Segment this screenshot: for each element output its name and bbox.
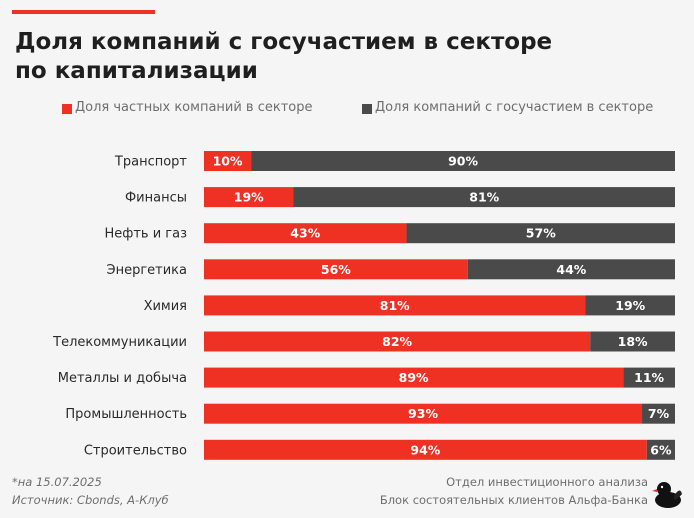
bar-private-row-8 xyxy=(204,439,647,460)
value-label-state-row-4: 19% xyxy=(615,298,645,313)
value-label-state-row-7: 7% xyxy=(648,406,670,421)
value-label-private-row-1: 19% xyxy=(234,190,264,205)
value-label-private-row-2: 43% xyxy=(290,226,320,241)
legend-label-state: Доля компаний с госучастием в секторе xyxy=(375,100,654,115)
legend-label-private: Доля частных компаний в секторе xyxy=(75,100,313,115)
bar-state-row-1 xyxy=(293,187,675,208)
footer-source-line: Источник: Cbonds, А-Клуб xyxy=(12,493,169,507)
category-label-row-0: Транспорт xyxy=(114,155,188,170)
value-label-private-row-3: 56% xyxy=(321,262,351,277)
bar-private-row-1 xyxy=(204,187,294,208)
category-label-row-3: Энергетика xyxy=(107,263,188,278)
footer-block: Блок состоятельных клиентов Альфа-Банка xyxy=(379,493,648,507)
bar-private-row-2 xyxy=(204,223,407,244)
bar-state-row-6 xyxy=(623,367,675,388)
legend-swatch-state xyxy=(362,104,372,114)
duck-logo-icon xyxy=(652,482,682,508)
category-label-row-6: Металлы и добыча xyxy=(58,371,187,386)
footer-dept: Отдел инвестиционного анализа xyxy=(446,475,648,489)
footer-source: *на 15.07.2025 Источник: Cbonds, А-Клуб xyxy=(12,473,169,509)
value-label-state-row-8: 6% xyxy=(650,442,672,457)
category-label-row-4: Химия xyxy=(144,299,187,314)
value-label-private-row-0: 10% xyxy=(213,154,243,169)
bar-private-row-7 xyxy=(204,403,643,424)
chart-title-line-1: Доля компаний с госучастием в секторе xyxy=(15,29,553,55)
category-label-row-1: Финансы xyxy=(125,191,187,206)
category-label-row-7: Промышленность xyxy=(65,407,187,422)
bar-private-row-6 xyxy=(204,367,624,388)
category-label-row-2: Нефть и газ xyxy=(104,227,187,242)
value-label-state-row-5: 18% xyxy=(618,334,648,349)
footer-date-note: *на 15.07.2025 xyxy=(12,475,102,489)
category-label-row-8: Строительство xyxy=(84,443,187,458)
value-label-state-row-0: 90% xyxy=(448,154,478,169)
value-label-state-row-1: 81% xyxy=(469,190,499,205)
value-label-state-row-2: 57% xyxy=(526,226,556,241)
chart-title: Доля компаний с госучастием в секторе по… xyxy=(15,28,675,86)
bar-state-row-5 xyxy=(590,331,675,352)
value-label-private-row-6: 89% xyxy=(399,370,429,385)
value-label-state-row-3: 44% xyxy=(556,262,586,277)
bar-state-row-7 xyxy=(642,403,675,424)
category-label-row-5: Телекоммуникации xyxy=(52,335,187,350)
bar-state-row-3 xyxy=(467,259,675,280)
value-label-private-row-8: 94% xyxy=(410,442,440,457)
value-label-state-row-6: 11% xyxy=(634,370,664,385)
bar-state-row-8 xyxy=(646,439,675,460)
bar-private-row-4 xyxy=(204,295,586,316)
legend-swatch-private xyxy=(62,104,72,114)
value-label-private-row-7: 93% xyxy=(408,406,438,421)
footer-credits: Отдел инвестиционного анализа Блок состо… xyxy=(380,473,648,509)
bar-state-row-4 xyxy=(585,295,675,316)
bar-state-row-2 xyxy=(406,223,675,244)
chart-title-line-2: по капитализации xyxy=(15,58,258,84)
value-label-private-row-5: 82% xyxy=(382,334,412,349)
bar-private-row-5 xyxy=(204,331,591,352)
bar-private-row-3 xyxy=(204,259,468,280)
value-label-private-row-4: 81% xyxy=(380,298,410,313)
top-accent-rule xyxy=(12,10,155,14)
bar-state-row-0 xyxy=(251,151,675,171)
bar-private-row-0 xyxy=(204,151,252,171)
